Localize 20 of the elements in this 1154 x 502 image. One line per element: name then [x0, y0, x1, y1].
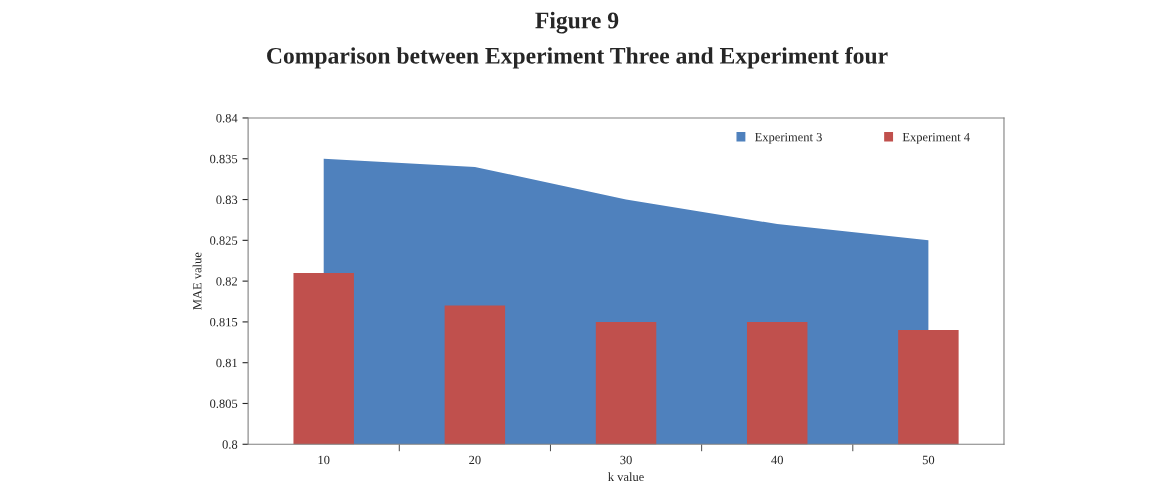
chart-subtitle: Comparison between Experiment Three and Experiment four [267, 46, 888, 69]
y-tick-label: 0.8 [222, 440, 238, 449]
x-tick-label: 40 [771, 455, 783, 465]
x-tick-label: 30 [620, 455, 632, 465]
y-tick-label: 0.825 [210, 236, 238, 245]
chart-title: Figure 9 [535, 11, 619, 34]
y-tick-label: 0.83 [216, 195, 238, 205]
y-tick-label: 0.84 [216, 113, 238, 123]
x-tick-label: 20 [469, 455, 481, 465]
y-tick-label: 0.835 [210, 154, 238, 164]
y-tick-label: 0.805 [210, 399, 238, 408]
x-axis-title: k value [608, 472, 644, 482]
legend-label: Experiment 4 [902, 132, 970, 144]
x-tick-label: 10 [318, 455, 330, 465]
y-tick-label: 0.815 [210, 317, 238, 327]
y-tick-label: 0.81 [216, 358, 237, 368]
x-tick-label: 50 [922, 455, 935, 465]
legend-label: Experiment 3 [755, 132, 822, 144]
y-tick-label: 0.82 [216, 277, 237, 286]
y-axis-title: MAE value [192, 252, 202, 310]
